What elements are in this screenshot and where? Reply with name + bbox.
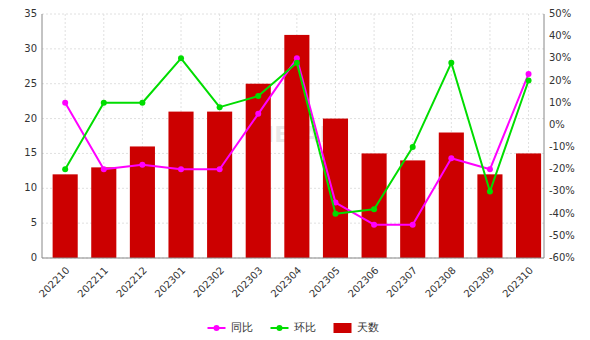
bar	[323, 119, 348, 258]
y2-tick-label: 20%	[549, 75, 571, 86]
x-tick-label: 202310	[500, 265, 535, 300]
y-tick-label: 20	[24, 113, 37, 124]
x-tick-label: 202305	[307, 265, 342, 300]
bar	[516, 153, 541, 258]
legend-swatch	[334, 323, 352, 333]
y-tick-label: 0	[31, 252, 37, 263]
x-tick-label: 202211	[76, 265, 111, 300]
legend-swatch	[214, 325, 220, 331]
marker	[178, 55, 184, 61]
marker	[410, 222, 416, 228]
y-axis-line	[42, 14, 43, 258]
marker	[139, 100, 145, 106]
line	[65, 58, 528, 213]
marker	[101, 166, 107, 172]
marker	[487, 166, 493, 172]
marker	[294, 60, 300, 66]
y2-tick-label: -60%	[549, 252, 575, 263]
y2-tick-label: 40%	[549, 30, 571, 41]
y2-tick-label: 10%	[549, 97, 571, 108]
y2-axis-line	[544, 14, 545, 258]
marker	[332, 211, 338, 217]
y2-tick-label: -20%	[549, 163, 575, 174]
marker	[62, 100, 68, 106]
legend: 同比 环比 天数	[208, 321, 379, 334]
x-tick-label: 202301	[153, 265, 188, 300]
x-tick-label: 202308	[423, 265, 458, 300]
y2-tick-label: 30%	[549, 52, 571, 63]
grid-line	[42, 14, 544, 15]
legend-item: 天数	[334, 321, 379, 334]
y2-tick-label: -50%	[549, 230, 575, 241]
y2-tick-label: 50%	[549, 8, 571, 19]
bar	[284, 35, 309, 258]
x-tick-label: 202307	[384, 265, 419, 300]
marker	[217, 166, 223, 172]
grid-line	[42, 258, 544, 259]
x-tick-label: 202303	[230, 265, 265, 300]
marker	[62, 166, 68, 172]
marker	[178, 166, 184, 172]
marker	[487, 188, 493, 194]
bar	[130, 146, 155, 258]
bar	[439, 133, 464, 258]
x-tick-label: 202304	[269, 265, 304, 300]
marker	[410, 144, 416, 150]
bar	[53, 174, 78, 258]
marker	[371, 222, 377, 228]
line	[65, 58, 528, 224]
bar	[477, 174, 502, 258]
marker	[526, 71, 532, 77]
plot-area	[53, 35, 541, 258]
y2-tick-label: -30%	[549, 185, 575, 196]
x-tick-label: 202210	[37, 265, 72, 300]
marker	[139, 162, 145, 168]
bar	[246, 84, 271, 258]
legend-swatch	[277, 325, 283, 331]
x-tick-label: 202309	[462, 265, 497, 300]
legend-label: 环比	[294, 321, 316, 334]
chart: METAL05101520253035-60%-50%-40%-30%-20%-…	[0, 0, 590, 340]
bar	[362, 153, 387, 258]
legend-item: 环比	[271, 321, 316, 334]
axes: 0 5 10 15 20 25 30 35 -60% -50% -40% -30% -20% -10% 0%…	[24, 8, 575, 300]
marker	[371, 206, 377, 212]
x-axis-line	[42, 258, 544, 259]
y-tick-label: 5	[31, 217, 37, 228]
bar	[207, 112, 232, 258]
x-tick-label: 202306	[346, 265, 381, 300]
bar	[168, 112, 193, 258]
y2-tick-label: 0%	[549, 119, 565, 130]
legend-label: 天数	[357, 321, 379, 334]
y-tick-label: 35	[24, 8, 37, 19]
bar	[91, 167, 116, 258]
grid	[42, 14, 544, 258]
x-tick-label: 202302	[191, 265, 226, 300]
marker	[526, 78, 532, 84]
y-tick-label: 15	[24, 147, 37, 158]
marker	[255, 111, 261, 117]
y2-tick-label: -40%	[549, 208, 575, 219]
legend-item: 同比	[208, 321, 253, 334]
marker	[448, 155, 454, 161]
marker	[217, 104, 223, 110]
marker	[448, 60, 454, 66]
y-tick-label: 10	[24, 182, 37, 193]
legend-label: 同比	[231, 321, 253, 334]
y-tick-label: 30	[24, 43, 37, 54]
y-tick-label: 25	[24, 78, 37, 89]
marker	[101, 100, 107, 106]
x-tick-label: 202212	[114, 265, 149, 300]
y2-tick-label: -10%	[549, 141, 575, 152]
marker	[255, 93, 261, 99]
